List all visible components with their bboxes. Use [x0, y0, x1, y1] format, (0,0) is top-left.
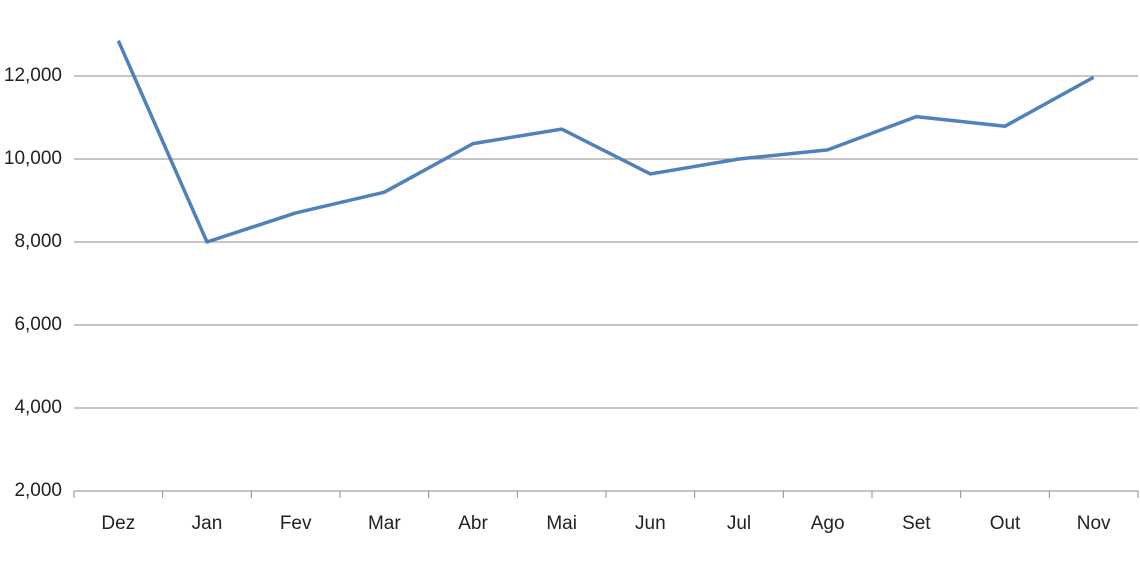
x-tick-label: Ago: [811, 513, 845, 534]
y-tick-label: 12,000: [4, 65, 62, 86]
x-tick-label: Jan: [192, 513, 223, 534]
y-tick-label: 6,000: [14, 314, 62, 335]
x-tick-label: Abr: [458, 513, 488, 534]
x-tick-label: Mar: [368, 513, 401, 534]
x-tick-label: Fev: [280, 513, 312, 534]
y-tick-label: 10,000: [4, 148, 62, 169]
x-tick-label: Nov: [1077, 513, 1111, 534]
x-tick-label: Jul: [727, 513, 751, 534]
x-tick-label: Dez: [101, 513, 135, 534]
x-tick-label: Out: [990, 513, 1021, 534]
x-tick-label: Set: [902, 513, 931, 534]
data-line: [116, 40, 1095, 244]
x-tick-label: Mai: [546, 513, 577, 534]
y-tick-label: 8,000: [14, 231, 62, 252]
y-tick-label: 4,000: [14, 397, 62, 418]
x-tick-label: Jun: [635, 513, 666, 534]
y-tick-label: 2,000: [14, 480, 62, 501]
